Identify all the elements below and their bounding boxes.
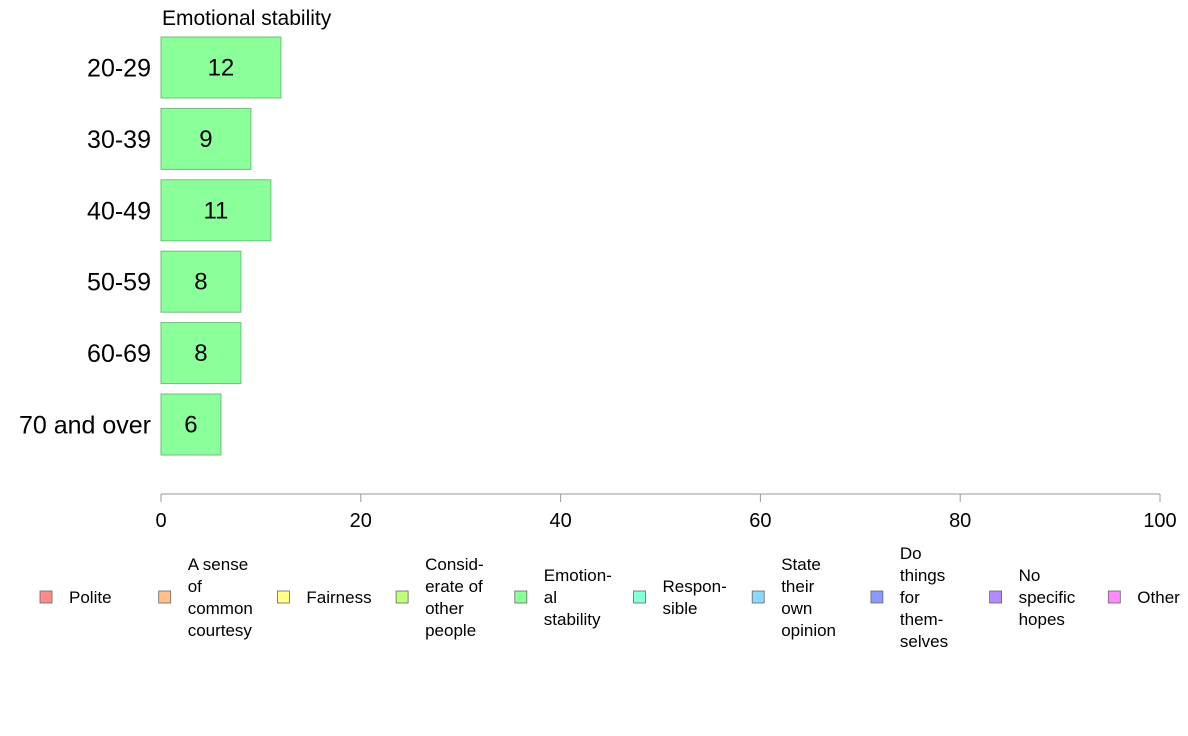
category-label: 30-39 <box>87 126 151 154</box>
legend-item: Do things for them-selves <box>870 544 948 651</box>
bar <box>160 322 242 385</box>
bar-value-label: 9 <box>199 126 212 153</box>
legend-label-line: people <box>425 621 476 640</box>
legend-item: Fairness <box>276 588 372 607</box>
legend-item: No specific hopes <box>989 566 1076 629</box>
legend-item: Emotion-al stability <box>514 566 612 629</box>
legend-label-line: for <box>900 588 920 607</box>
legend-label-line: hopes <box>1019 610 1065 629</box>
x-tick-label: 60 <box>749 510 771 532</box>
legend-item: A sense of common courtesy <box>158 555 253 640</box>
x-tick-label: 100 <box>1143 510 1176 532</box>
x-tick-label: 20 <box>350 510 372 532</box>
legend-swatch <box>39 590 53 604</box>
legend-label-line: stability <box>544 610 601 629</box>
bar <box>160 393 222 456</box>
legend-item: Polite <box>39 588 112 607</box>
legend-label-line: their <box>781 577 814 596</box>
legend-swatch <box>395 590 409 604</box>
legend-label-line: of <box>188 577 202 596</box>
bar <box>160 179 272 242</box>
legend-label-line: own <box>781 599 812 618</box>
legend-label-line: sible <box>663 599 698 618</box>
category-label: 40-49 <box>87 197 151 225</box>
legend-label-line: other <box>425 599 464 618</box>
x-tick-label: 0 <box>155 510 166 532</box>
legend-label-line: Respon- <box>663 577 727 596</box>
legend-swatch <box>751 590 765 604</box>
legend-label-line: Do <box>900 544 922 563</box>
legend-item: Respon-sible <box>633 577 727 618</box>
legend-label-line: opinion <box>781 621 836 640</box>
legend: Polite A sense of common courtesy Fairness Con… <box>39 544 1180 651</box>
category-label: 50-59 <box>87 269 151 297</box>
bar <box>160 107 252 170</box>
legend-swatch <box>870 590 884 604</box>
chart-title: Emotional stability <box>162 7 332 30</box>
legend-label-line: Consid- <box>425 555 484 574</box>
legend-item: Other <box>1107 588 1180 607</box>
bar-value-label: 12 <box>208 55 235 82</box>
category-label: 20-29 <box>87 55 151 83</box>
legend-label-line: them- <box>900 610 943 629</box>
legend-label-line: No <box>1019 566 1041 585</box>
legend-label-line: al <box>544 588 557 607</box>
category-label: 70 and over <box>19 412 151 440</box>
legend-label-line: courtesy <box>188 621 253 640</box>
legend-swatch <box>158 590 172 604</box>
legend-swatch <box>633 590 646 604</box>
x-tick-label: 40 <box>549 510 571 532</box>
legend-label-line: Emotion- <box>544 566 612 585</box>
legend-item: Consid-erate of other people <box>395 555 484 640</box>
bar-value-label: 6 <box>184 412 197 439</box>
bars-group: 12 20-29 9 30-39 11 40-49 8 50-59 8 60-69 6 70 and … <box>19 36 282 456</box>
category-label: 60-69 <box>87 340 151 368</box>
legend-label-line: selves <box>900 632 948 651</box>
legend-label-line: Polite <box>69 588 112 607</box>
bar-value-label: 8 <box>194 269 207 296</box>
legend-label-line: common <box>188 599 253 618</box>
legend-label-line: Fairness <box>306 588 371 607</box>
legend-swatch <box>514 590 528 604</box>
legend-label-line: specific <box>1019 588 1076 607</box>
legend-item: State their own opinion <box>751 555 836 640</box>
bar-value-label: 11 <box>203 197 228 224</box>
legend-label-line: Other <box>1137 588 1180 607</box>
bar-value-label: 8 <box>194 340 207 367</box>
legend-label-line: things <box>900 566 945 585</box>
x-axis: 0 20 40 60 80 100 <box>155 493 1177 532</box>
legend-label-line: A sense <box>188 555 249 574</box>
bar <box>160 36 282 99</box>
legend-swatch <box>276 590 290 604</box>
bar <box>160 250 242 313</box>
legend-label-line: State <box>781 555 821 574</box>
legend-label-line: erate of <box>425 577 483 596</box>
legend-swatch <box>989 590 1002 604</box>
x-tick-label: 80 <box>949 510 971 532</box>
legend-swatch <box>1107 590 1121 604</box>
